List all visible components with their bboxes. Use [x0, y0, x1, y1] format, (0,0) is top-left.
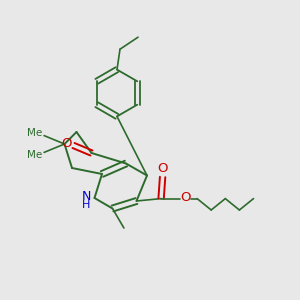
Text: O: O: [181, 191, 191, 204]
Text: O: O: [61, 136, 71, 150]
Text: Me: Me: [28, 128, 43, 138]
Text: N: N: [81, 190, 91, 203]
Text: O: O: [158, 162, 168, 175]
Text: H: H: [82, 200, 90, 211]
Text: Me: Me: [28, 150, 43, 160]
